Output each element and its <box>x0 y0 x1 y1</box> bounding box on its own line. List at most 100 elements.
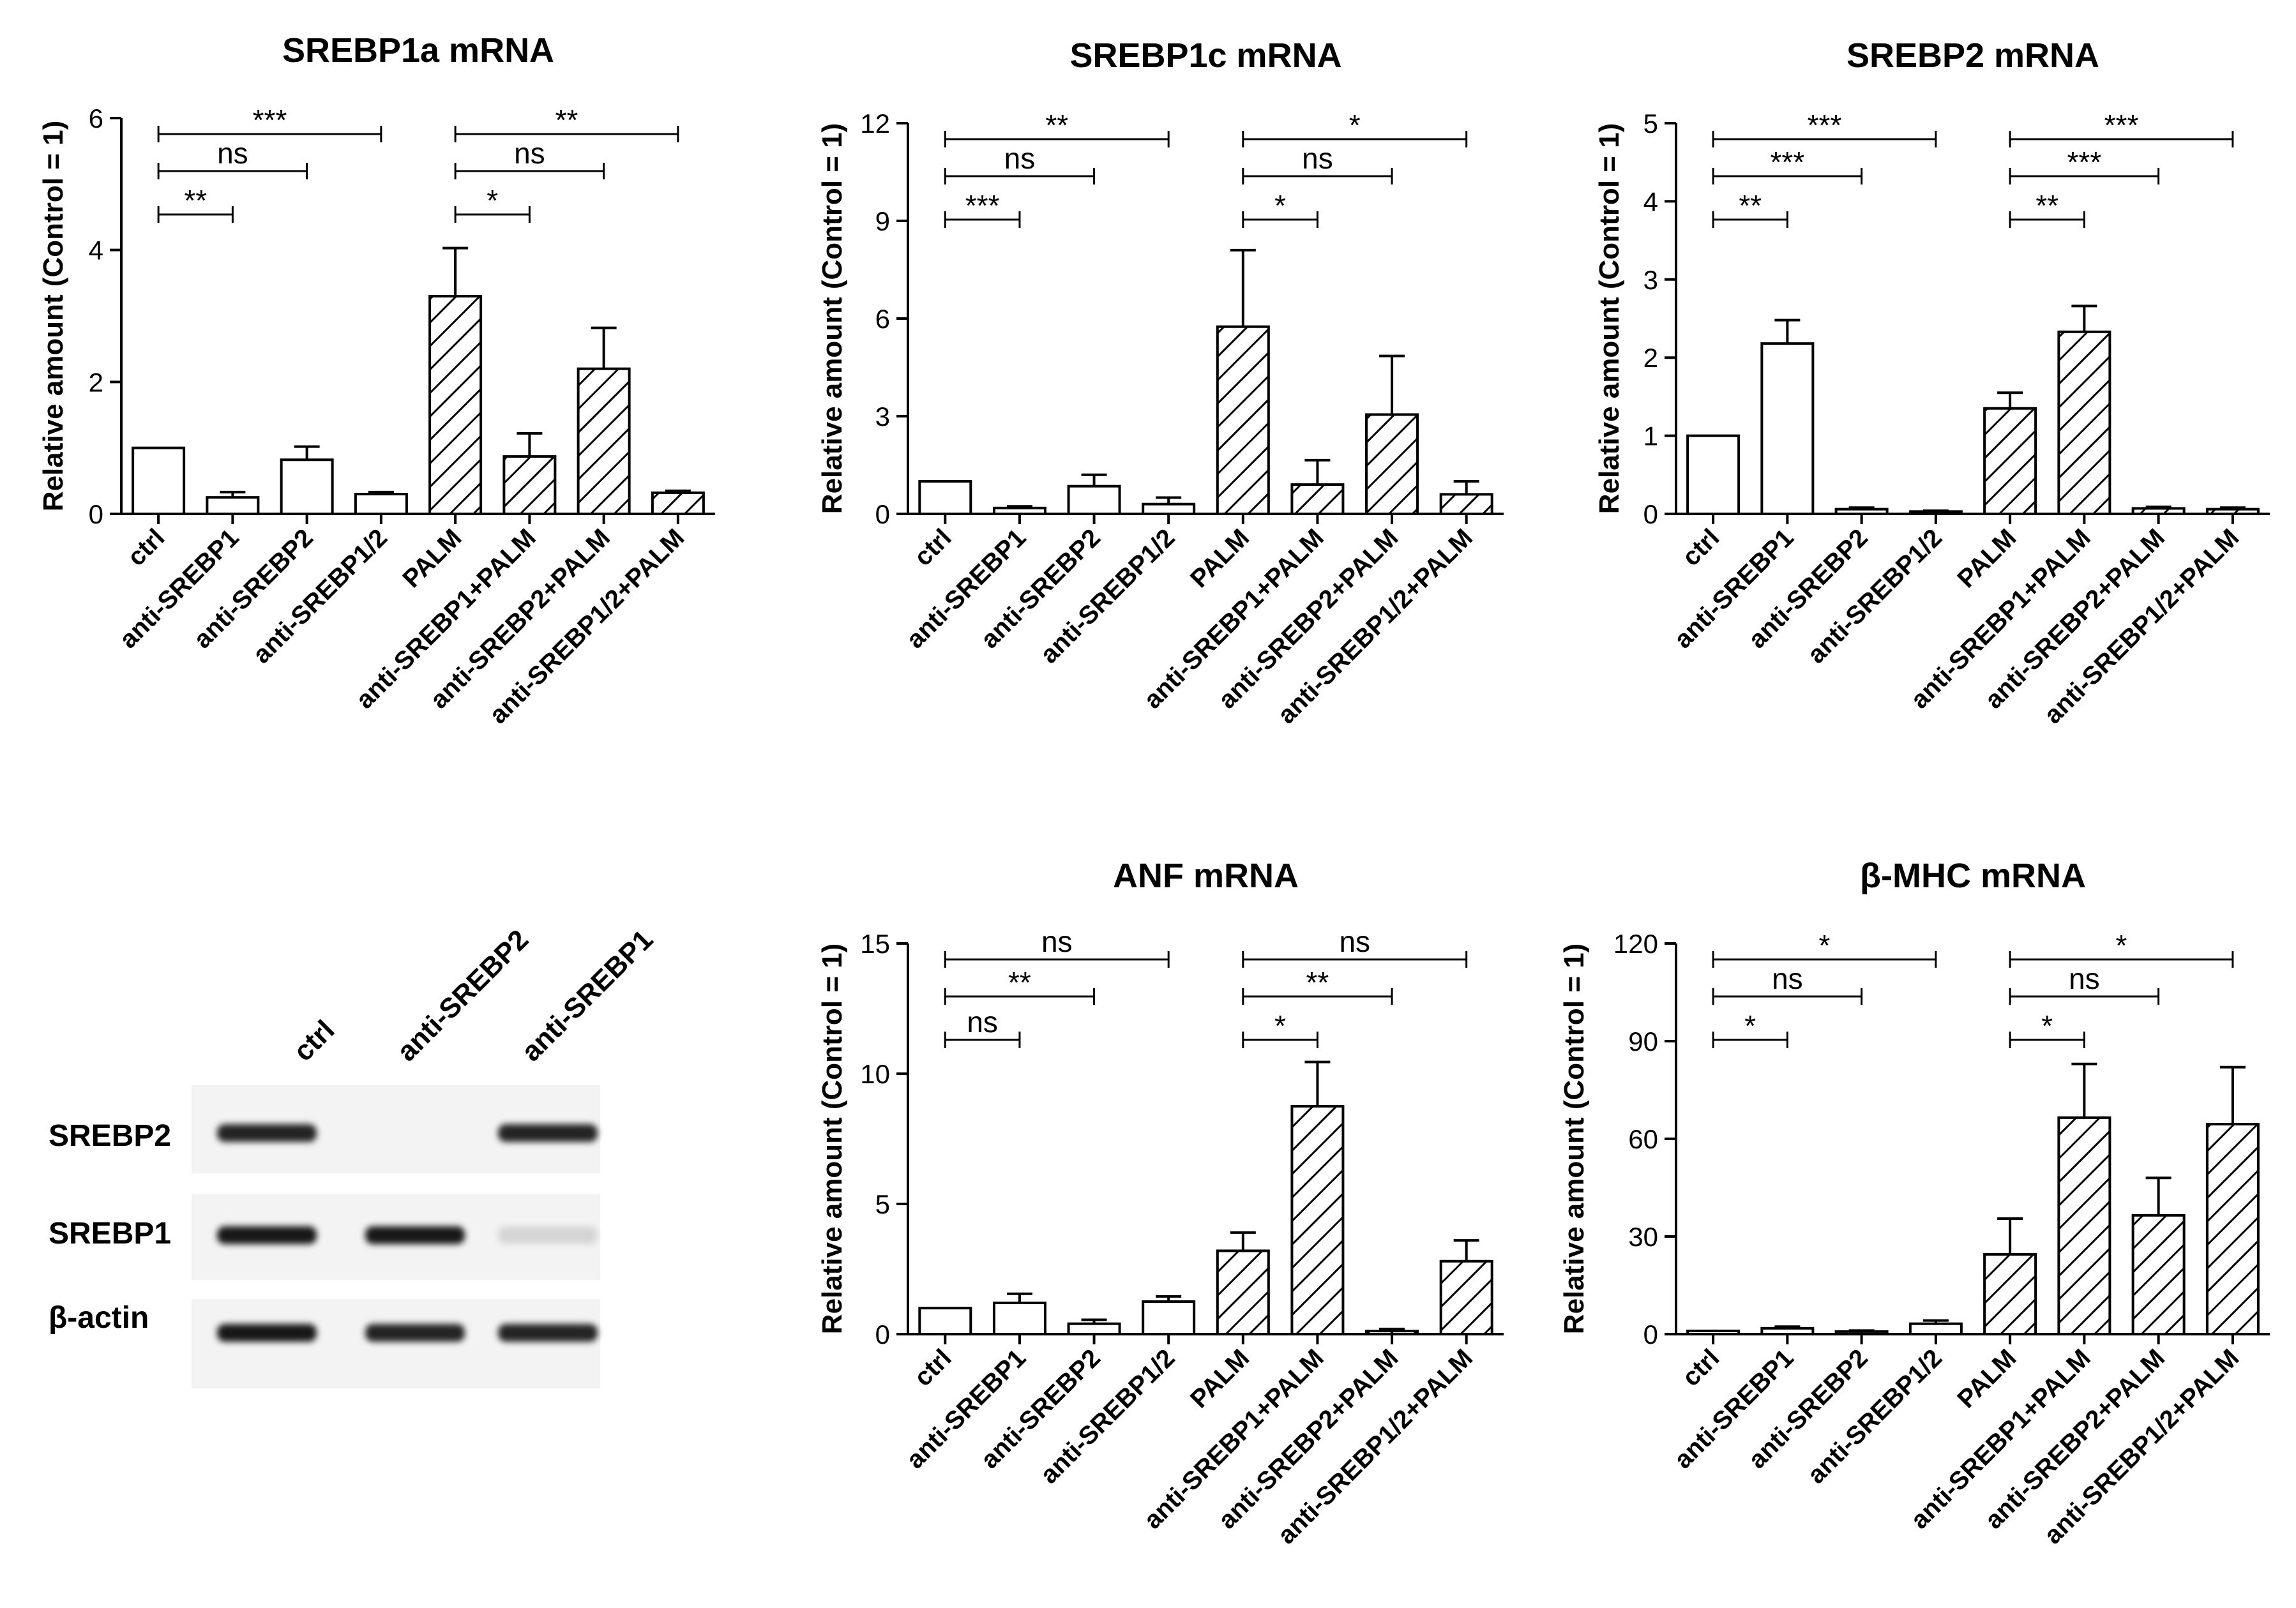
bar <box>1439 493 1493 516</box>
bar <box>2057 330 2111 515</box>
y-tick-label: 1 <box>1643 421 1658 451</box>
significance-label: ** <box>184 184 207 217</box>
category-label: anti-SREBP1/2 <box>1035 523 1181 669</box>
significance-label: * <box>1744 1009 1756 1042</box>
bar <box>992 506 1046 516</box>
y-tick-label: 120 <box>1613 929 1658 959</box>
significance-label: ns <box>1339 925 1370 958</box>
bar <box>1439 1259 1493 1336</box>
chart-title: β-MHC mRNA <box>1860 857 2086 895</box>
significance-label: ** <box>1008 966 1031 999</box>
significance-label: ns <box>1772 962 1803 995</box>
category-label: anti-SREBP1/2 <box>248 523 393 669</box>
chart-beta-mhc-mrna: β-MHC mRNA Relative amount (Control = 1) 0… <box>1559 857 2270 1549</box>
bar <box>1365 1330 1419 1336</box>
wb-band <box>498 1324 598 1342</box>
y-tick-label: 0 <box>89 499 103 529</box>
bar <box>2131 1214 2186 1335</box>
y-tick-label: 60 <box>1628 1124 1658 1154</box>
category-label: PALM <box>397 523 467 593</box>
bar <box>1983 1253 2037 1336</box>
wb-row-label: SREBP2 <box>49 1119 171 1153</box>
bar <box>1067 1322 1121 1335</box>
bar <box>2057 1116 2111 1335</box>
bar <box>1834 1330 1889 1335</box>
y-tick-label: 0 <box>875 1319 890 1349</box>
significance-label: *** <box>2067 146 2102 179</box>
significance-label: ns <box>967 1005 998 1039</box>
significance-label: ns <box>514 137 545 170</box>
wb-band <box>365 1226 465 1244</box>
category-label: PALM <box>1952 1344 2021 1413</box>
category-label: ctrl <box>1677 1344 1725 1392</box>
bar <box>1216 1249 1270 1335</box>
bar <box>1067 485 1121 516</box>
wb-band <box>498 1124 598 1142</box>
category-label: ctrl <box>909 523 957 571</box>
significance-label: *** <box>965 189 1000 222</box>
category-label: anti-SREBP1/2 <box>1802 1344 1948 1489</box>
bar <box>2205 1123 2260 1336</box>
significance-label: *** <box>1808 109 1842 142</box>
significance-label: ** <box>1306 966 1329 999</box>
significance-label: ns <box>1041 925 1073 958</box>
significance-label: ** <box>1739 189 1762 222</box>
y-tick-label: 5 <box>1643 109 1658 139</box>
y-tick-label: 9 <box>875 206 890 236</box>
y-axis-label: Relative amount (Control = 1) <box>38 121 69 511</box>
significance-label: * <box>487 184 498 217</box>
wb-band <box>217 1226 317 1244</box>
chart-title: SREBP2 mRNA <box>1847 36 2099 75</box>
significance-label: ** <box>555 103 578 137</box>
category-label: ctrl <box>909 1344 957 1392</box>
wb-band <box>217 1124 317 1142</box>
y-tick-label: 2 <box>1643 343 1658 373</box>
significance-label: *** <box>253 103 287 137</box>
bar <box>1290 1105 1345 1335</box>
significance-label: * <box>1349 109 1361 142</box>
chart-title: SREBP1c mRNA <box>1069 36 1341 75</box>
category-label: anti-SREBP1/2 <box>1802 523 1948 669</box>
y-axis-label: Relative amount (Control = 1) <box>817 943 848 1334</box>
y-tick-label: 0 <box>1643 1319 1658 1349</box>
significance-label: *** <box>1771 146 1805 179</box>
bar <box>1365 413 1419 516</box>
significance-label: ** <box>1045 109 1068 142</box>
significance-label: ns <box>1302 142 1333 175</box>
bar <box>918 480 972 515</box>
significance-label: *** <box>2104 109 2139 142</box>
bar <box>918 1307 972 1335</box>
bar <box>1686 1329 1741 1335</box>
y-tick-label: 90 <box>1628 1026 1658 1056</box>
significance-label: * <box>1274 1009 1286 1042</box>
significance-label: * <box>1274 189 1286 222</box>
significance-label: * <box>2041 1009 2053 1042</box>
bar <box>1983 407 2037 516</box>
significance-label: ns <box>1004 142 1036 175</box>
category-label: ctrl <box>1677 523 1725 571</box>
bar <box>651 491 705 516</box>
y-tick-label: 30 <box>1628 1222 1658 1252</box>
category-label: ctrl <box>122 523 170 571</box>
western-blot-panel: ctrl anti-SREBP2 anti-SREBP1 SREBP2 SREB… <box>49 924 659 1388</box>
significance-label: ns <box>2069 962 2100 995</box>
chart-srebp1c-mrna: SREBP1c mRNA Relative amount (Control = 1… <box>817 36 1504 729</box>
chart-title: ANF mRNA <box>1113 857 1299 895</box>
y-tick-label: 15 <box>860 929 890 959</box>
y-tick-label: 6 <box>89 103 103 133</box>
wb-row-label: SREBP1 <box>49 1217 171 1251</box>
chart-srebp1a-mrna: SREBP1a mRNA Relative amount (Control = 1… <box>38 31 715 729</box>
wb-band <box>365 1324 465 1342</box>
bar <box>428 295 483 515</box>
y-tick-label: 6 <box>875 304 890 334</box>
bar <box>1686 434 1741 515</box>
y-axis-label: Relative amount (Control = 1) <box>817 123 848 514</box>
bar <box>1216 325 1270 515</box>
bar <box>1142 1300 1196 1335</box>
chart-anf-mrna: ANF mRNA Relative amount (Control = 1) 0 5 1… <box>817 857 1504 1549</box>
y-tick-label: 4 <box>89 236 103 266</box>
y-tick-label: 2 <box>89 367 103 397</box>
significance-label: ** <box>2035 189 2058 222</box>
chart-srebp2-mrna: SREBP2 mRNA Relative amount (Control = 1)… <box>1594 36 2270 729</box>
